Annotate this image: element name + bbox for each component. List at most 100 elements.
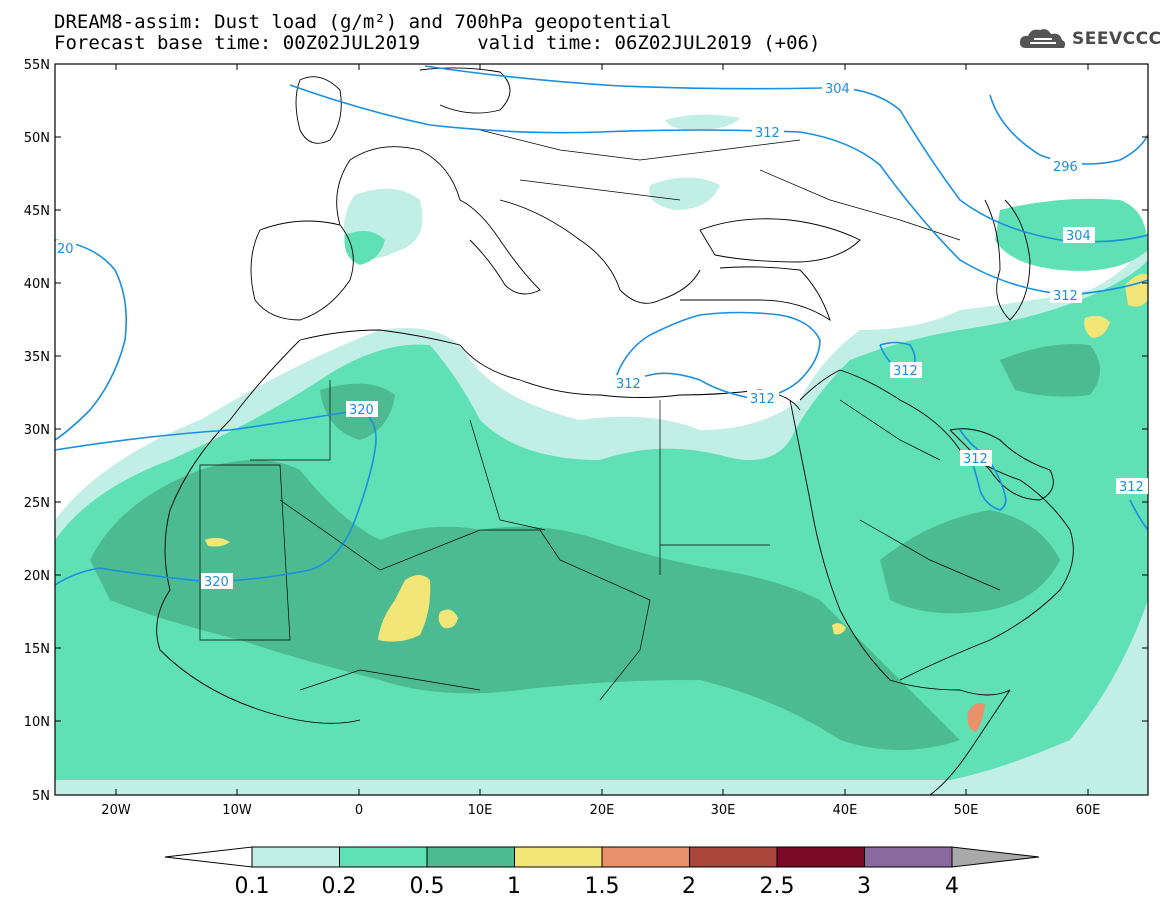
borders <box>199 129 1001 701</box>
colorbar-segment <box>251 846 340 868</box>
coast-caspian <box>984 199 1031 321</box>
lon-label: 20E <box>590 803 615 818</box>
coast-scandinavia <box>419 67 511 114</box>
colorbar-segment <box>514 846 603 868</box>
dust-band-0.5-arabia <box>880 510 1060 614</box>
colorbar-tick-label: 0.5 <box>410 874 445 899</box>
lat-label: 55N <box>24 58 50 73</box>
dust-band-1-small-a <box>438 609 458 629</box>
forecast-times: Forecast base time: 00Z02JUL2019 valid t… <box>54 32 821 54</box>
colorbar-segment <box>426 846 515 868</box>
colorbar-tick-label: 2 <box>682 874 696 899</box>
contour-label-312: 312 <box>963 452 988 467</box>
colorbar-tick-label: 4 <box>945 874 959 899</box>
lat-label: 45N <box>24 204 50 219</box>
coast-west-africa <box>156 339 361 724</box>
seevccc-logo: SEEVCCC <box>1018 26 1162 52</box>
dust-band-1-niger <box>378 575 431 642</box>
dust-band-1-iraq <box>1084 315 1110 338</box>
contour-304-north <box>424 65 1148 243</box>
lon-label: 20W <box>101 803 131 818</box>
border-g <box>599 599 651 701</box>
lon-label: 60E <box>1076 803 1101 818</box>
border-d <box>469 419 546 531</box>
contour-label-296: 296 <box>1053 160 1078 175</box>
geopotential-contours <box>55 65 1148 586</box>
coast-persian-gulf <box>949 428 1054 501</box>
colorbar-tick-label: 1 <box>507 874 521 899</box>
coastlines <box>156 67 1074 795</box>
contour-label-304: 304 <box>1066 229 1091 244</box>
logo-text: SEEVCCC <box>1072 29 1162 49</box>
border-i <box>859 519 1001 591</box>
coast-red-sea-west <box>789 399 1011 696</box>
colorbar-segment <box>339 846 428 868</box>
contour-label-304: 304 <box>825 82 850 97</box>
contour-label-320: 320 <box>204 575 229 590</box>
coast-france <box>336 146 461 226</box>
dust-field <box>55 65 1148 795</box>
dust-band-0.5-iran <box>1000 344 1100 397</box>
lat-label: 25N <box>24 496 50 511</box>
lat-label: 5N <box>32 789 50 804</box>
lon-label: 10E <box>468 803 493 818</box>
coast-balkans <box>499 199 701 304</box>
coast-italy <box>459 199 541 295</box>
border-b <box>279 499 651 601</box>
coast-uk <box>295 76 342 144</box>
colorbar-tick-label: 0.2 <box>322 874 357 899</box>
lon-label: 0 <box>355 803 363 818</box>
colorbar-overflow-arrow <box>951 846 1040 868</box>
coast-turkey <box>679 266 831 322</box>
lon-axis: 20W 10W 0 10E 20E 30E 40E 50E 60E <box>101 64 1100 818</box>
colorbar-segment <box>864 846 953 868</box>
lat-axis: 55N 50N 45N 40N 35N 30N 25N 20N 15N 10N … <box>24 58 1148 804</box>
border-c <box>250 380 331 461</box>
lon-label: 30E <box>711 803 736 818</box>
contour-20 <box>55 239 128 441</box>
colorbar-tick-label: 1.5 <box>585 874 620 899</box>
contour-label-312: 312 <box>1119 480 1144 495</box>
colorbar-segment <box>689 846 778 868</box>
contour-label-20: 20 <box>57 242 74 257</box>
colorbar-tick-label: 2.5 <box>760 874 795 899</box>
border-k <box>479 129 801 161</box>
contour-312-med <box>614 311 821 399</box>
lat-label: 10N <box>24 715 50 730</box>
border-j <box>299 669 481 691</box>
contour-320-north <box>55 409 377 586</box>
lat-label: 30N <box>24 423 50 438</box>
coast-black-sea <box>699 218 861 263</box>
dust-band-0.1-europe <box>649 177 720 210</box>
lon-label: 10W <box>222 803 252 818</box>
dust-band-1.5-somalia <box>967 703 985 732</box>
map-title: DREAM8-assim: Dust load (g/m²) and 700hP… <box>54 11 672 33</box>
colorbar-tick-label: 3 <box>857 874 871 899</box>
coast-horn <box>929 689 1011 795</box>
contour-label-320: 320 <box>349 403 374 418</box>
lat-label: 15N <box>24 642 50 657</box>
lat-label: 20N <box>24 569 50 584</box>
contour-312-north <box>289 84 1148 296</box>
colorbar-underflow-arrow <box>164 846 253 868</box>
cloud-logo-icon <box>1019 29 1066 48</box>
contour-label-312: 312 <box>1053 289 1078 304</box>
dust-band-0.2-italy <box>344 231 385 265</box>
lat-label: 50N <box>24 131 50 146</box>
contour-label-312: 312 <box>893 364 918 379</box>
border-l <box>759 169 961 241</box>
lon-label: 40E <box>833 803 858 818</box>
dust-band-1-red-sea <box>832 623 846 635</box>
border-m <box>519 179 681 201</box>
colorbar: 0.1 0.2 0.5 1 1.5 2 2.5 3 4 <box>164 846 1040 899</box>
contour-296 <box>989 94 1148 165</box>
contour-label-312: 312 <box>750 392 775 407</box>
lon-label: 50E <box>954 803 979 818</box>
colorbar-segment <box>776 846 865 868</box>
lat-label: 40N <box>24 277 50 292</box>
dust-band-0.5-sahel <box>90 460 960 750</box>
coast-arabia <box>799 369 1074 681</box>
border-h <box>839 399 941 461</box>
colorbar-segment <box>601 846 690 868</box>
